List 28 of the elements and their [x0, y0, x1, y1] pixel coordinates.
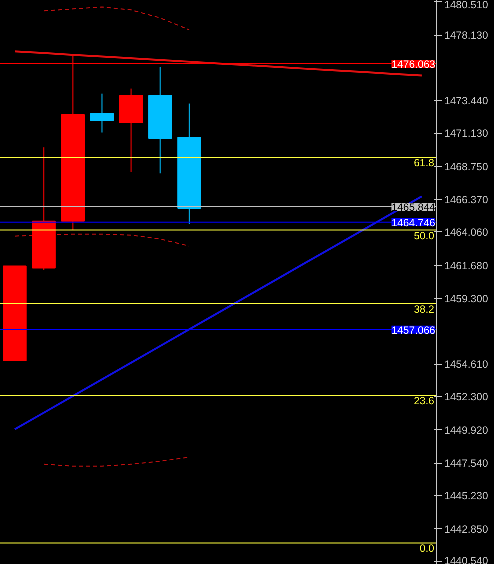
y-tick-label: 1442.850 [444, 524, 488, 536]
candlestick [90, 93, 114, 134]
y-tick-label: 1464.060 [444, 226, 488, 239]
annotation: 0.0 [420, 543, 435, 556]
annotation: 38.2 [414, 304, 435, 316]
y-tick-label: 1454.610 [444, 359, 488, 372]
y-tick-label: 1473.440 [444, 96, 488, 108]
y-tick-label: 1478.130 [444, 30, 488, 42]
ref-line-label: 1476.063 [392, 58, 436, 71]
y-tick-label: 1459.300 [444, 294, 488, 306]
y-tick-label: 1447.540 [444, 458, 488, 470]
ref-line-label: 1464.746 [392, 217, 436, 230]
ref-line-label: 1457.066 [392, 324, 436, 337]
y-tick-label: 1461.680 [444, 260, 488, 272]
line-series [14, 234, 190, 247]
y-tick-label: 1449.920 [444, 424, 488, 437]
annotation: 50.0 [414, 230, 435, 242]
line-series [44, 456, 190, 467]
y-tick-label: 1452.300 [444, 392, 488, 404]
y-tick-label: 1471.130 [444, 128, 488, 140]
annotation: 61.8 [414, 158, 435, 170]
y-tick-label: 1466.370 [444, 194, 488, 207]
line-series [44, 6, 190, 31]
ref-line-label: 1465.844 [392, 202, 436, 214]
y-tick-label: 1480.510 [444, 0, 488, 12]
y-tick-label: 1468.750 [444, 161, 488, 174]
y-tick-label: 1445.230 [444, 490, 488, 503]
annotation: 23.6 [414, 396, 435, 408]
